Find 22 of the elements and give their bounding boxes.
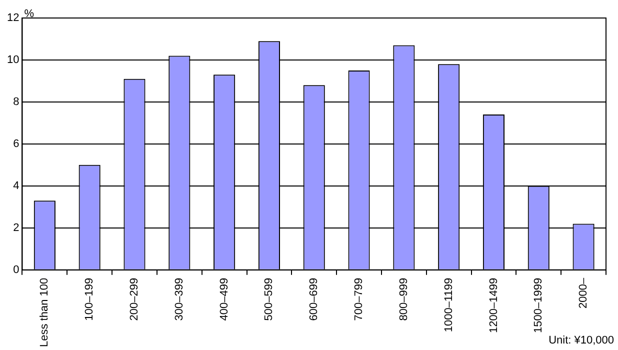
y-tick-label: 0 (13, 264, 20, 276)
x-tick-label: 300–399 (173, 278, 186, 321)
x-tick-label: 800–999 (398, 278, 410, 321)
x-tick-label: 1000–1199 (442, 278, 455, 332)
x-tick-label: 1500–1999 (532, 278, 545, 333)
x-tick-label: 600–699 (308, 278, 320, 321)
x-tick-label: 1200–1499 (488, 278, 500, 333)
x-tick-label: 700–799 (353, 278, 366, 321)
x-tick-label: 2000– (578, 277, 590, 308)
x-tick-label: 500–599 (263, 278, 276, 321)
y-tick-label: 2 (13, 222, 20, 234)
x-tick-label: 200–299 (128, 278, 141, 321)
y-tick-label: 4 (13, 180, 20, 192)
y-tick-label: 8 (13, 96, 20, 108)
text: Unit: ¥10,000 (548, 334, 614, 347)
x-tick-label: 100–199 (84, 278, 96, 321)
y-tick-label: 10 (6, 54, 20, 66)
x-tick-label: 400–499 (218, 278, 230, 321)
y-tick-label: 12 (6, 12, 20, 24)
y-tick-label: 6 (13, 138, 20, 150)
x-tick-label: Less than 100 (38, 278, 51, 348)
y-axis-title: % (24, 8, 34, 20)
